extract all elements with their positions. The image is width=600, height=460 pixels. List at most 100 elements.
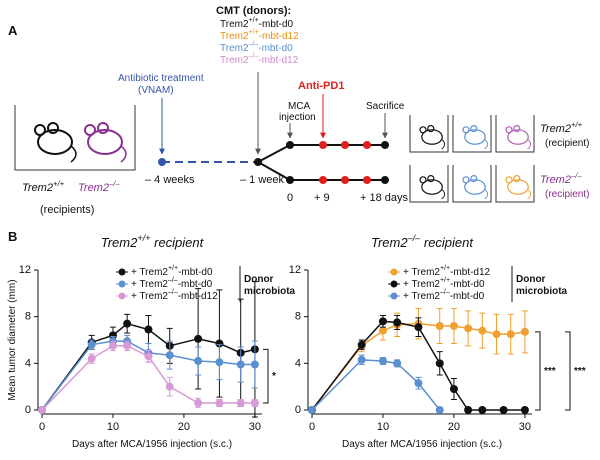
data-point [414,323,423,332]
data-point [194,334,203,343]
significance-bracket [263,348,269,404]
x-tick-label: 20 [178,421,190,433]
data-point [250,399,259,407]
y-axis-label: Mean tumor diameter (mm) [7,279,18,400]
legend-marker [118,280,126,288]
data-point [144,352,153,361]
data-point [194,399,203,407]
data-point [165,382,174,391]
recipient-genotype: Trem2–/– [78,179,120,194]
data-point [449,322,458,330]
series-line [311,359,441,411]
injection-label: injection [279,112,316,123]
panel-label: A [8,23,18,38]
data-point [108,331,117,340]
group-caption: (recipient) [545,138,589,149]
donor-item: Trem2–/–-mbt-d0 [220,41,293,53]
legend-marker [390,280,398,288]
group-genotype: Trem2+/+ [540,120,583,135]
data-point [215,339,224,348]
recipient-genotype: Trem2+/+ [22,179,65,194]
cage [14,105,136,171]
mouse-icon [84,122,127,163]
donors-title: CMT (donors): [216,5,291,17]
legend-label: + Trem2–/–-mbt-d0 [131,277,213,289]
data-point [123,319,132,328]
group-genotype: Trem2–/– [540,171,582,186]
day-label: 0 [287,192,293,204]
x-tick-label: 20 [448,421,460,433]
x-tick-label: 30 [249,421,261,433]
day-label: + 9 [314,192,330,204]
significance-bracket [535,331,541,411]
data-point [250,360,259,369]
data-point [378,317,387,326]
data-point [393,359,402,368]
data-point [435,322,444,330]
antibiotic-label: (VNAM) [138,85,174,96]
series-line [41,345,255,411]
x-tick-label: 0 [309,421,315,433]
data-point [435,406,444,414]
x-axis-label: Days after MCA/1956 injection (s.c.) [72,439,232,450]
legend-label: + Trem2+/+-mbt-d0 [131,265,213,277]
donor-item: Trem2+/+-mbt-d12 [220,29,299,41]
chart-title: Trem2–/– recipient [371,233,474,250]
timepoints [286,141,389,184]
data-point [123,341,132,350]
injection-label: MCA [288,101,311,112]
data-point [215,399,224,407]
data-point [506,330,515,339]
y-tick-label: 4 [295,357,301,369]
legend-title: microbiota [516,286,568,297]
data-point [520,327,529,336]
significance-label: *** [574,366,586,377]
data-point [194,357,203,365]
data-point [357,340,366,349]
y-tick-label: 8 [25,311,31,323]
timepoint [158,158,166,166]
antibiotic-label: Antibiotic treatment [118,73,204,84]
mouse-icon [34,122,77,163]
legend-marker [390,268,398,276]
legend-label: + Trem2+/+-mbt-d0 [403,277,485,289]
chart-title: Trem2+/+ recipient [101,233,205,250]
x-axis-label: Days after MCA/1956 injection (s.c.) [342,439,502,450]
legend-title: Donor [516,274,546,285]
data-point [464,406,473,414]
y-tick-label: 0 [25,404,31,416]
x-tick-label: 30 [519,421,531,433]
data-point [144,325,153,334]
data-point [478,406,487,414]
legend-title: microbiota [244,286,296,297]
y-tick-label: 4 [25,357,31,369]
treatment-label: Anti-PD1 [298,80,344,92]
legend-marker [118,268,126,276]
data-point [492,330,501,339]
data-point [236,399,245,407]
donor-list: Trem2+/+-mbt-d0Trem2+/+-mbt-d12Trem2–/–-… [220,17,299,65]
x-tick-label: 10 [377,421,389,433]
y-tick-label: 8 [295,311,301,323]
y-tick-label: 12 [289,264,301,276]
data-point [378,326,387,335]
data-point [520,406,529,414]
legend-label: + Trem2+/+-mbt-d12 [403,265,491,277]
data-point [378,357,387,365]
legend-title: Donor [244,274,274,285]
sacrifice-label: Sacrifice [366,101,405,112]
data-point [478,326,487,335]
data-point [449,385,458,393]
data-point [108,341,117,350]
x-tick-label: 10 [107,421,119,433]
group-caption: (recipient) [545,189,589,200]
y-tick-label: 0 [295,404,301,416]
y-tick-label: 12 [19,264,31,276]
data-point [236,360,245,369]
recipient-cages [409,115,535,203]
data-point [435,359,444,368]
panel-label: B [8,229,17,244]
legend-label: + Trem2–/–-mbt-d0 [403,289,485,301]
x-tick-label: 0 [39,421,45,433]
